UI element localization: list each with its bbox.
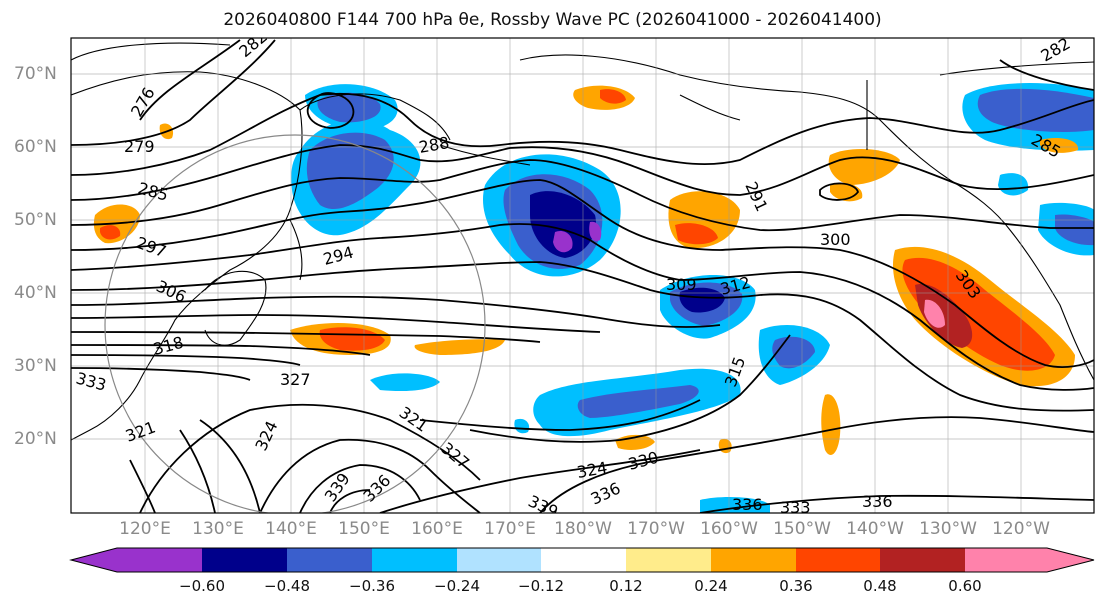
colorbar-tick-label: −0.60 bbox=[179, 577, 225, 595]
colorbar-segment bbox=[372, 548, 457, 572]
theta-e-contours bbox=[71, 39, 1094, 513]
colorbar-segment bbox=[965, 548, 1047, 572]
longitude-label: 120°E bbox=[119, 519, 171, 539]
longitude-label: 160°E bbox=[411, 519, 463, 539]
great-circle-outline bbox=[104, 134, 486, 513]
colorbar-tick-label: −0.12 bbox=[518, 577, 564, 595]
contour-label: 300 bbox=[820, 230, 851, 249]
colorbar-outline bbox=[69, 547, 1095, 573]
colorbar-segment bbox=[202, 548, 287, 572]
colorbar-tick-label: 0.36 bbox=[779, 577, 813, 595]
contour-label: 333 bbox=[780, 498, 811, 517]
colorbar-tick-label: −0.48 bbox=[264, 577, 310, 595]
colorbar-extend-high bbox=[1047, 548, 1094, 572]
contour-label: 327 bbox=[280, 370, 311, 389]
colorbar-segment bbox=[880, 548, 965, 572]
latitude-label: 20°N bbox=[14, 429, 57, 449]
longitude-label: 150°W bbox=[773, 519, 831, 539]
colorbar-tick-label: −0.36 bbox=[349, 577, 395, 595]
colorbar-segment bbox=[626, 548, 711, 572]
latitude-label: 60°N bbox=[14, 137, 57, 157]
colorbar-segment bbox=[117, 548, 202, 572]
colorbar-tick-label: 0.48 bbox=[863, 577, 897, 595]
colorbar-tick-label: 0.24 bbox=[694, 577, 728, 595]
contour-label: 309 bbox=[666, 275, 697, 294]
longitude-label: 150°E bbox=[338, 519, 390, 539]
latitude-label: 40°N bbox=[14, 283, 57, 303]
map-title: 2026040800 F144 700 hPa θe, Rossby Wave … bbox=[223, 10, 882, 30]
longitude-label: 120°W bbox=[992, 519, 1050, 539]
plot-frame bbox=[70, 37, 1095, 514]
longitude-label: 180°W bbox=[554, 519, 612, 539]
colorbar-tick-label: −0.24 bbox=[434, 577, 480, 595]
gridlines bbox=[71, 38, 1094, 513]
coastlines bbox=[71, 42, 1094, 441]
colorbar-segment bbox=[457, 548, 541, 572]
longitude-label: 170°E bbox=[484, 519, 536, 539]
longitude-label: 160°W bbox=[700, 519, 758, 539]
colorbar-extend-low bbox=[71, 548, 117, 572]
colorbar-tick-label: 0.12 bbox=[609, 577, 643, 595]
contour-label: 336 bbox=[732, 495, 763, 514]
colorbar-segment bbox=[287, 548, 372, 572]
longitude-label: 140°E bbox=[265, 519, 317, 539]
colorbar-segment bbox=[796, 548, 880, 572]
contour-label: 336 bbox=[862, 492, 893, 511]
latitude-label: 30°N bbox=[14, 356, 57, 376]
longitude-label: 140°W bbox=[846, 519, 904, 539]
longitude-label: 130°W bbox=[919, 519, 977, 539]
longitude-label: 170°W bbox=[627, 519, 685, 539]
colorbar-tick-label: 0.60 bbox=[948, 577, 982, 595]
contour-label: 279 bbox=[124, 137, 155, 156]
colorbar bbox=[69, 547, 1095, 573]
latitude-label: 70°N bbox=[14, 64, 57, 84]
colorbar-segment bbox=[711, 548, 796, 572]
longitude-label: 130°E bbox=[192, 519, 244, 539]
latitude-label: 50°N bbox=[14, 210, 57, 230]
colorbar-segment bbox=[541, 548, 626, 572]
